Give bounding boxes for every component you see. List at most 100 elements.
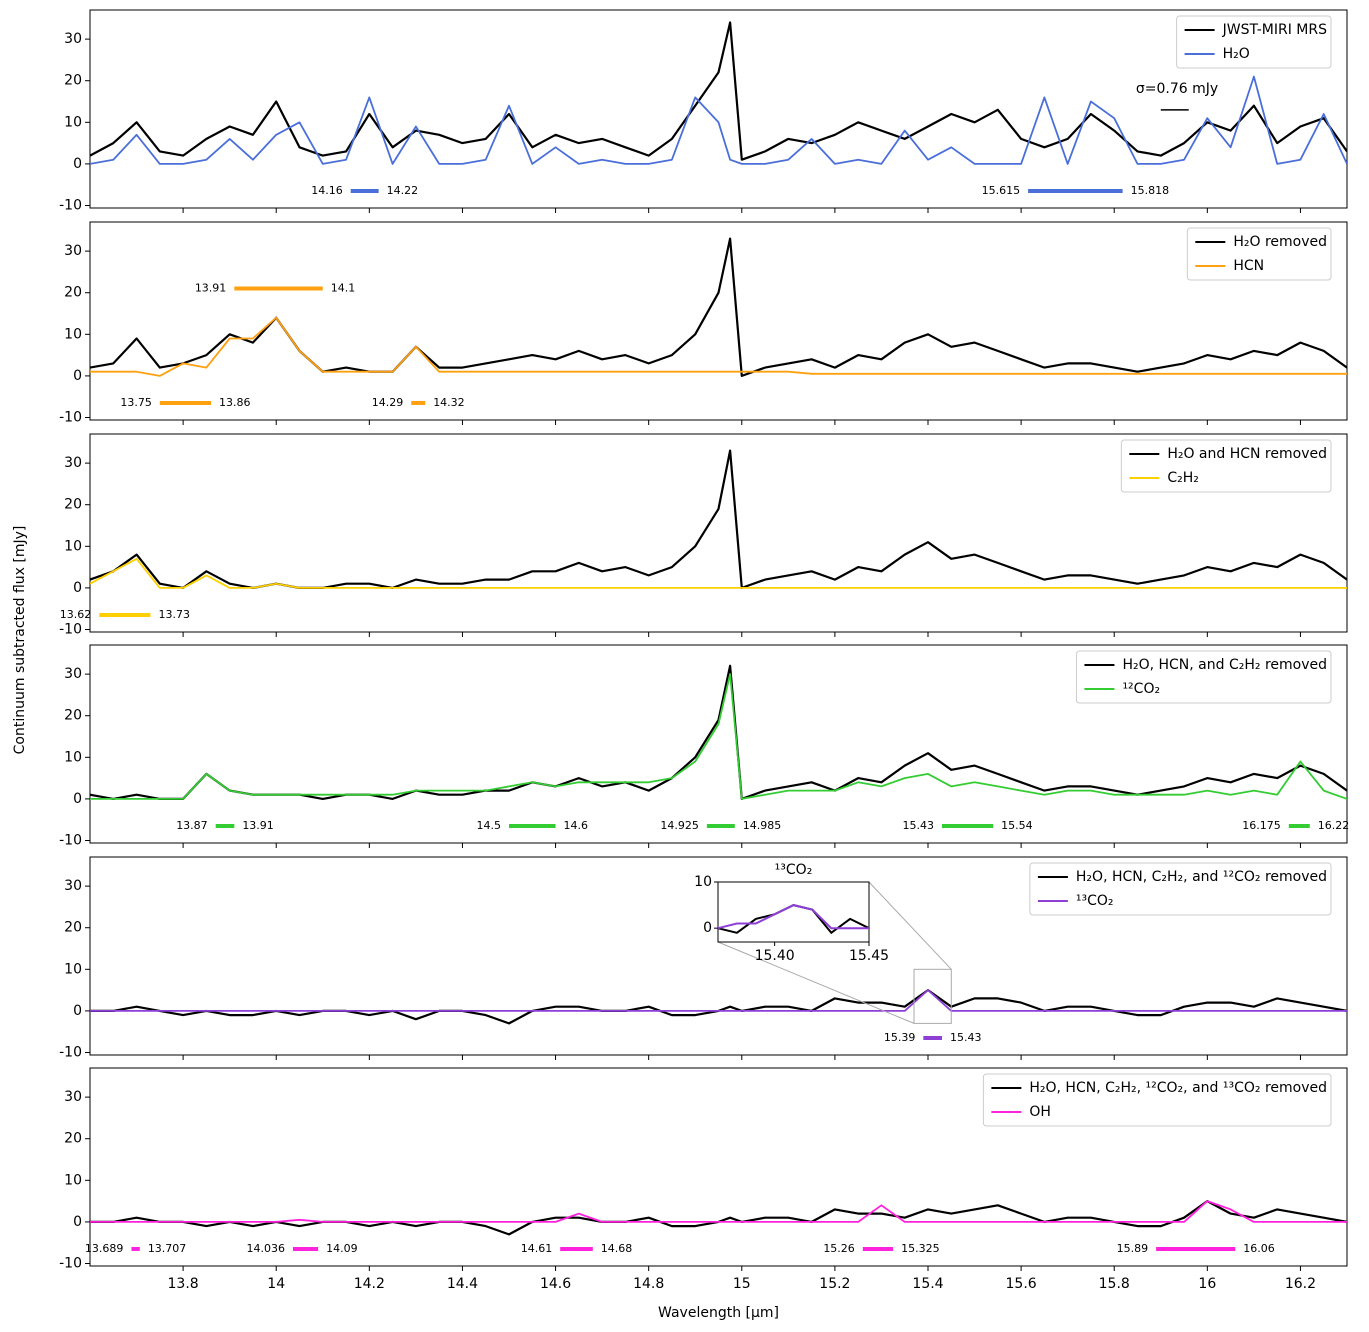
panel-frame xyxy=(89,1067,1348,1267)
x-tick-label: 14.8 xyxy=(633,1276,664,1292)
range-start: 15.89 xyxy=(1117,1242,1149,1255)
legend-label: H₂O, HCN, C₂H₂, ¹²CO₂, and ¹³CO₂ removed xyxy=(1029,1080,1327,1096)
legend-label: ¹²CO₂ xyxy=(1122,681,1160,697)
range-start: 15.43 xyxy=(902,819,934,832)
range-end: 13.86 xyxy=(219,396,251,409)
spectrum-line xyxy=(90,557,1347,589)
range-start: 14.61 xyxy=(521,1242,553,1255)
range-end: 14.1 xyxy=(331,282,356,295)
legend-box xyxy=(1029,862,1332,916)
panel-frame xyxy=(89,644,1348,844)
y-tick-label: 0 xyxy=(73,368,82,384)
y-tick-label: 30 xyxy=(64,31,82,47)
legend: H₂O removed HCN xyxy=(1186,227,1332,281)
inset-x-tick-label: 15.45 xyxy=(849,948,889,964)
inset-x-tick-label: 15.40 xyxy=(755,948,795,964)
spectrum-line xyxy=(90,989,1347,1012)
legend-label: HCN xyxy=(1233,258,1264,274)
x-tick-label: 14.6 xyxy=(540,1276,571,1292)
y-tick-label: 20 xyxy=(64,1131,82,1147)
spectrum-line xyxy=(90,989,1347,1025)
range-end: 14.6 xyxy=(564,819,589,832)
y-tick-label: 20 xyxy=(64,497,82,513)
y-tick-label: -10 xyxy=(59,833,82,849)
range-start: 13.75 xyxy=(120,396,152,409)
zoom-connector xyxy=(868,881,952,970)
range-end: 16.22 xyxy=(1318,819,1350,832)
spectrum-line xyxy=(90,673,1347,800)
range-start: 13.87 xyxy=(176,819,208,832)
y-tick-label: -10 xyxy=(59,1045,82,1061)
y-tick-label: 0 xyxy=(73,580,82,596)
range-start: 13.689 xyxy=(85,1242,124,1255)
y-tick-label: -10 xyxy=(59,1256,82,1272)
y-tick-label: 0 xyxy=(73,1003,82,1019)
range-start: 14.036 xyxy=(246,1242,285,1255)
annotation: σ=0.76 mJy xyxy=(1136,81,1218,97)
panel-frame xyxy=(89,9,1348,209)
legend-label: H₂O and HCN removed xyxy=(1167,446,1327,462)
y-tick-label: 10 xyxy=(64,749,82,765)
range-end: 15.325 xyxy=(901,1242,940,1255)
inset-y-tick-label: 10 xyxy=(694,874,712,890)
x-tick-label: 15.8 xyxy=(1099,1276,1130,1292)
zoom-box xyxy=(913,968,952,1024)
range-start: 14.5 xyxy=(477,819,502,832)
legend-box xyxy=(982,1073,1332,1127)
range-end: 13.91 xyxy=(242,819,273,832)
panel-frame xyxy=(89,856,1348,1056)
spectrum-line xyxy=(90,316,1347,377)
range-start: 14.16 xyxy=(311,184,343,197)
legend-label: ¹³CO₂ xyxy=(1076,893,1114,909)
x-tick-label: 15.6 xyxy=(1006,1276,1037,1292)
y-tick-label: -10 xyxy=(59,410,82,426)
legend: H₂O, HCN, C₂H₂, and ¹²CO₂ removed ¹³CO₂ xyxy=(1029,862,1332,916)
range-end: 14.68 xyxy=(601,1242,633,1255)
zoom-connector xyxy=(717,941,915,1024)
y-tick-label: 0 xyxy=(73,791,82,807)
legend-label: OH xyxy=(1029,1104,1051,1120)
panel-frame xyxy=(89,433,1348,633)
spectrum-line xyxy=(90,237,1347,377)
range-end: 15.43 xyxy=(950,1031,982,1044)
x-tick-label: 15 xyxy=(733,1276,751,1292)
spectrum-line xyxy=(90,1200,1347,1223)
legend-label: H₂O, HCN, C₂H₂, and ¹²CO₂ removed xyxy=(1076,869,1327,885)
range-end: 14.32 xyxy=(433,396,465,409)
range-end: 13.707 xyxy=(148,1242,187,1255)
x-tick-label: 13.8 xyxy=(168,1276,199,1292)
x-axis-label: Wavelength [μm] xyxy=(658,1305,779,1321)
range-end: 15.54 xyxy=(1001,819,1032,832)
x-tick-label: 14 xyxy=(267,1276,285,1292)
y-tick-label: 20 xyxy=(64,708,82,724)
range-start: 15.39 xyxy=(884,1031,916,1044)
y-tick-label: 10 xyxy=(64,538,82,554)
legend: JWST-MIRI MRS H₂O xyxy=(1176,15,1332,69)
x-tick-label: 15.2 xyxy=(819,1276,850,1292)
range-end: 16.06 xyxy=(1243,1242,1275,1255)
panel-frame xyxy=(89,221,1348,421)
x-tick-label: 15.4 xyxy=(912,1276,943,1292)
legend-box xyxy=(1176,15,1332,69)
y-tick-label: 10 xyxy=(64,326,82,342)
legend-label: C₂H₂ xyxy=(1167,470,1199,486)
range-end: 13.73 xyxy=(159,608,191,621)
inset-frame xyxy=(717,881,870,943)
legend: H₂O, HCN, and C₂H₂ removed ¹²CO₂ xyxy=(1075,650,1332,704)
legend-label: JWST-MIRI MRS xyxy=(1222,22,1327,38)
x-tick-label: 16.2 xyxy=(1285,1276,1316,1292)
range-start: 13.62 xyxy=(60,608,92,621)
y-tick-label: 30 xyxy=(64,243,82,259)
legend: H₂O and HCN removed C₂H₂ xyxy=(1120,439,1332,493)
range-start: 15.615 xyxy=(982,184,1021,197)
range-start: 13.91 xyxy=(195,282,227,295)
range-end: 14.985 xyxy=(743,819,782,832)
y-axis-label: Continuum subtracted flux [mJy] xyxy=(12,526,28,755)
x-tick-label: 14.4 xyxy=(447,1276,478,1292)
y-tick-label: 30 xyxy=(64,1089,82,1105)
range-start: 15.26 xyxy=(823,1242,855,1255)
spectrum-line xyxy=(90,75,1347,165)
y-tick-label: 10 xyxy=(64,114,82,130)
legend-box xyxy=(1120,439,1332,493)
spectrum-line xyxy=(90,1200,1347,1236)
